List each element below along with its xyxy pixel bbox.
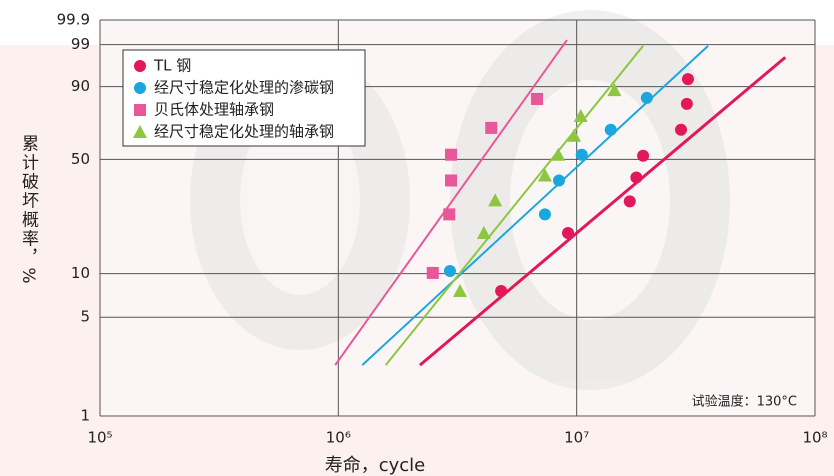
marker — [445, 148, 458, 161]
legend-label: 贝氏体处理轴承钢 — [154, 101, 274, 119]
y-axis-label: 累计破坏概率，% — [18, 134, 39, 285]
marker — [567, 128, 582, 142]
marker — [538, 208, 551, 221]
marker — [443, 265, 456, 278]
y-tick-label: 10 — [71, 264, 90, 282]
marker — [562, 226, 575, 239]
marker — [552, 174, 565, 187]
x-tick-label: 10⁵ — [87, 429, 112, 447]
y-tick-label: 50 — [71, 150, 90, 168]
marker — [537, 168, 552, 182]
fit-line — [418, 56, 787, 367]
x-tick-label: 10⁶ — [326, 429, 351, 447]
legend-marker — [134, 104, 146, 116]
marker — [637, 149, 650, 162]
marker — [485, 121, 498, 134]
legend-marker — [133, 125, 147, 138]
marker — [607, 83, 622, 97]
marker — [445, 174, 458, 187]
marker — [426, 266, 439, 279]
marker — [443, 208, 456, 221]
annotation: 试验温度：130°C — [692, 394, 797, 410]
marker — [531, 92, 544, 105]
x-tick-label: 10⁷ — [564, 429, 589, 447]
legend-label: 经尺寸稳定化处理的渗碳钢 — [154, 79, 334, 97]
legend-label: 经尺寸稳定化处理的轴承钢 — [154, 123, 334, 141]
marker — [575, 148, 588, 161]
x-tick-label: 10⁸ — [802, 429, 827, 447]
fit-line — [384, 45, 644, 366]
marker — [573, 108, 588, 122]
marker — [495, 284, 508, 297]
legend-marker — [134, 82, 146, 94]
marker — [640, 91, 653, 104]
y-tick-label: 99.9 — [57, 11, 90, 29]
marker — [488, 193, 503, 207]
legend-label: TL 钢 — [153, 57, 191, 75]
marker — [453, 283, 468, 297]
y-tick-label: 1 — [80, 407, 90, 425]
marker — [476, 225, 491, 239]
marker — [551, 147, 566, 161]
marker — [674, 123, 687, 136]
fit-line — [334, 39, 568, 366]
y-tick-label: 90 — [71, 77, 90, 95]
y-tick-label: 99 — [71, 35, 90, 53]
legend-marker — [134, 60, 146, 72]
legend-box — [122, 49, 366, 147]
marker — [604, 123, 617, 136]
y-tick-label: 5 — [80, 308, 90, 326]
marker — [681, 73, 694, 86]
marker — [623, 195, 636, 208]
marker — [680, 97, 693, 110]
x-axis-label: 寿命，cycle — [325, 455, 426, 476]
marker — [630, 171, 643, 184]
